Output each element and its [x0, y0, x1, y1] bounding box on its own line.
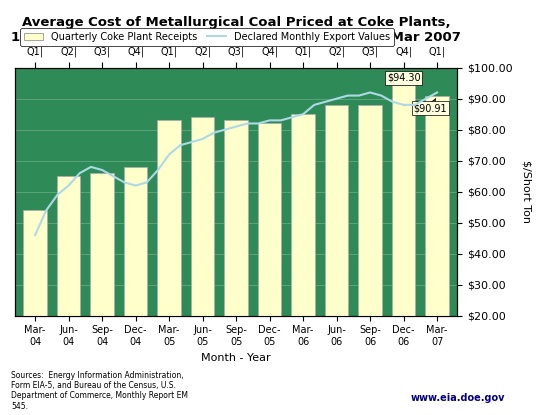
Bar — [158, 120, 181, 378]
Y-axis label: $/Short Ton: $/Short Ton — [522, 160, 532, 223]
Text: $90.91: $90.91 — [414, 99, 447, 113]
Bar — [24, 210, 47, 378]
Bar — [191, 117, 214, 378]
Text: www.eia.doe.gov: www.eia.doe.gov — [410, 393, 505, 403]
Bar — [90, 173, 114, 378]
Bar — [224, 120, 248, 378]
Title: Average Cost of Metallurgical Coal Priced at Coke Plants,
1Q2004 - 1Q2007, and a: Average Cost of Metallurgical Coal Price… — [11, 16, 461, 44]
Bar — [358, 105, 382, 378]
Bar — [124, 167, 147, 378]
Text: Sources:  Energy Information Administration,
Form EIA-5, and Bureau of the Censu: Sources: Energy Information Administrati… — [11, 371, 188, 411]
Bar — [392, 85, 415, 378]
Bar — [426, 96, 449, 378]
Bar — [258, 124, 281, 378]
X-axis label: Month - Year: Month - Year — [201, 353, 271, 363]
Bar — [292, 114, 315, 378]
Legend: Quarterly Coke Plant Receipts, Declared Monthly Export Values: Quarterly Coke Plant Receipts, Declared … — [20, 28, 394, 46]
Bar — [325, 105, 348, 378]
Text: $94.30: $94.30 — [387, 73, 421, 85]
Bar — [57, 176, 80, 378]
